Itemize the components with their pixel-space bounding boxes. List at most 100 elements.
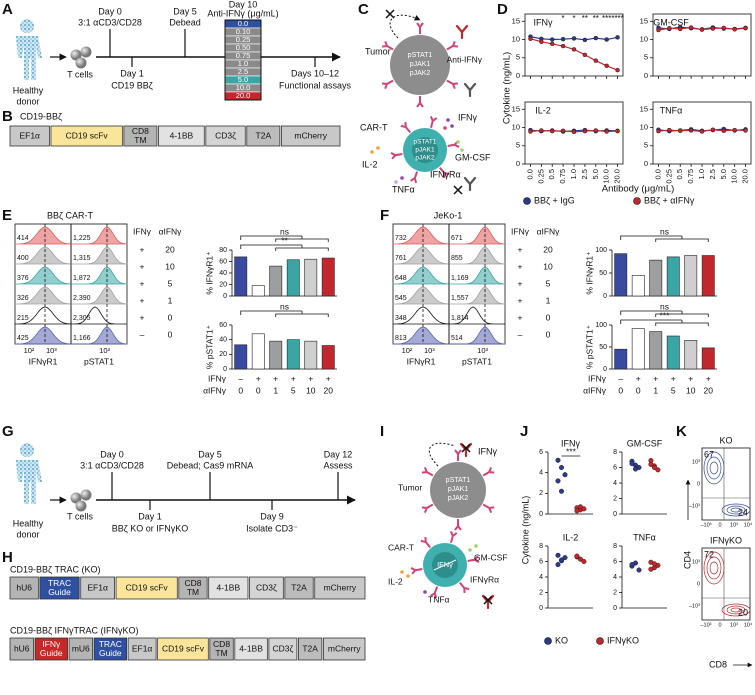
count-label: 326 [17,295,29,302]
table-header: IFNγ [511,226,530,236]
y-tick-label: 40 [219,337,227,344]
contour [730,607,742,613]
label: Day 0 [98,6,122,16]
construct-part [284,576,314,600]
point [562,555,568,561]
label: 20.0 [236,91,251,100]
label: CD19-BBζ [20,111,62,121]
panel-title: IFNγ [534,17,553,27]
label: CAR-T [360,122,388,132]
contour [721,603,751,617]
histogram [392,226,450,245]
x-tick-label: 10³ [730,522,738,528]
receptor [410,567,423,575]
label: 0.0 [238,19,248,28]
point [550,37,555,42]
label: Functional assays [279,80,352,90]
series-line [530,38,618,71]
construct-part [246,125,281,147]
histogram [71,226,128,245]
histogram [449,226,506,245]
point [710,26,716,31]
construct-part [9,637,34,661]
axis-tick: 10³ [477,346,488,355]
part-label: hU6 [14,643,30,653]
construct-part [68,637,93,661]
point [604,63,609,68]
receptor [446,79,458,89]
point [528,36,533,41]
receptor [429,116,438,129]
label: T cells [67,511,93,521]
axis-tick: 10³ [46,346,57,355]
bar [701,347,715,370]
point [555,478,561,484]
construct-part [50,125,123,147]
point [678,128,683,134]
construct-part [205,125,246,147]
bar [304,258,318,297]
point [571,36,577,41]
cytokine-dot [394,180,398,184]
legend-label: BBζ + αIFNγ [644,195,695,205]
y-tick-label: 10 [512,123,520,132]
significance: * [572,14,575,23]
label: Days 10–12 [291,68,339,78]
point [743,128,748,133]
cross [483,595,493,605]
panel-title: IL-2 [535,105,551,115]
part-label: TRAC [48,578,71,588]
label: donor [16,529,39,539]
part-label: CD3ζ [256,582,277,592]
count-label: 414 [17,235,29,242]
count-label: 1,169 [451,275,469,282]
cytokine-dot [460,148,464,152]
y-axis-label: % pSTAT1⁺ [584,324,594,369]
significance: *** [660,310,671,320]
point [562,472,568,478]
x-tick-label: + [706,373,711,383]
table-cell: 10 [543,261,553,271]
category-row-label: IFNγ [588,373,607,383]
tumor-cell [430,462,486,518]
point [710,127,716,132]
point [648,461,654,467]
label: 0.50 [236,43,251,52]
count-label: 215 [17,315,29,322]
point [651,465,657,471]
x-tick-label: 10⁴ [744,521,753,528]
bar [321,345,335,370]
significance: ** [281,235,288,245]
y-tick-label: 15 [640,16,648,25]
part-label: 4-1BB [217,582,241,592]
receptor [430,586,439,599]
count-label: 514 [451,335,463,342]
quadrant-value: 72 [704,549,714,559]
bracket [240,310,329,317]
contour [706,456,722,480]
point [688,128,694,133]
point [555,457,561,463]
label: pSTAT1 [408,52,433,59]
label: 0.25 [236,35,251,44]
x-tick-label: 5.0 [591,169,600,179]
label: Day 9 [260,511,284,521]
table-cell: + [140,244,145,254]
point [577,504,583,510]
y-tick-label: 0 [539,511,543,518]
label: Day 10 [229,0,258,9]
table-cell: 10 [165,261,175,271]
label: pSTAT1 [414,139,437,146]
receptor [449,531,458,544]
part-label: T2A [291,582,307,592]
significance: ns [660,301,669,311]
axis-tick: 10² [24,346,35,355]
y-tick-label: 20 [219,281,227,288]
histogram [71,246,128,265]
cytokine-dot [406,574,410,578]
x-tick-label: + [291,373,296,383]
axis-tick: 10³ [424,346,435,355]
bar [286,259,300,297]
y-tick-label: 15 [640,104,648,113]
part-label: hU6 [16,582,32,592]
